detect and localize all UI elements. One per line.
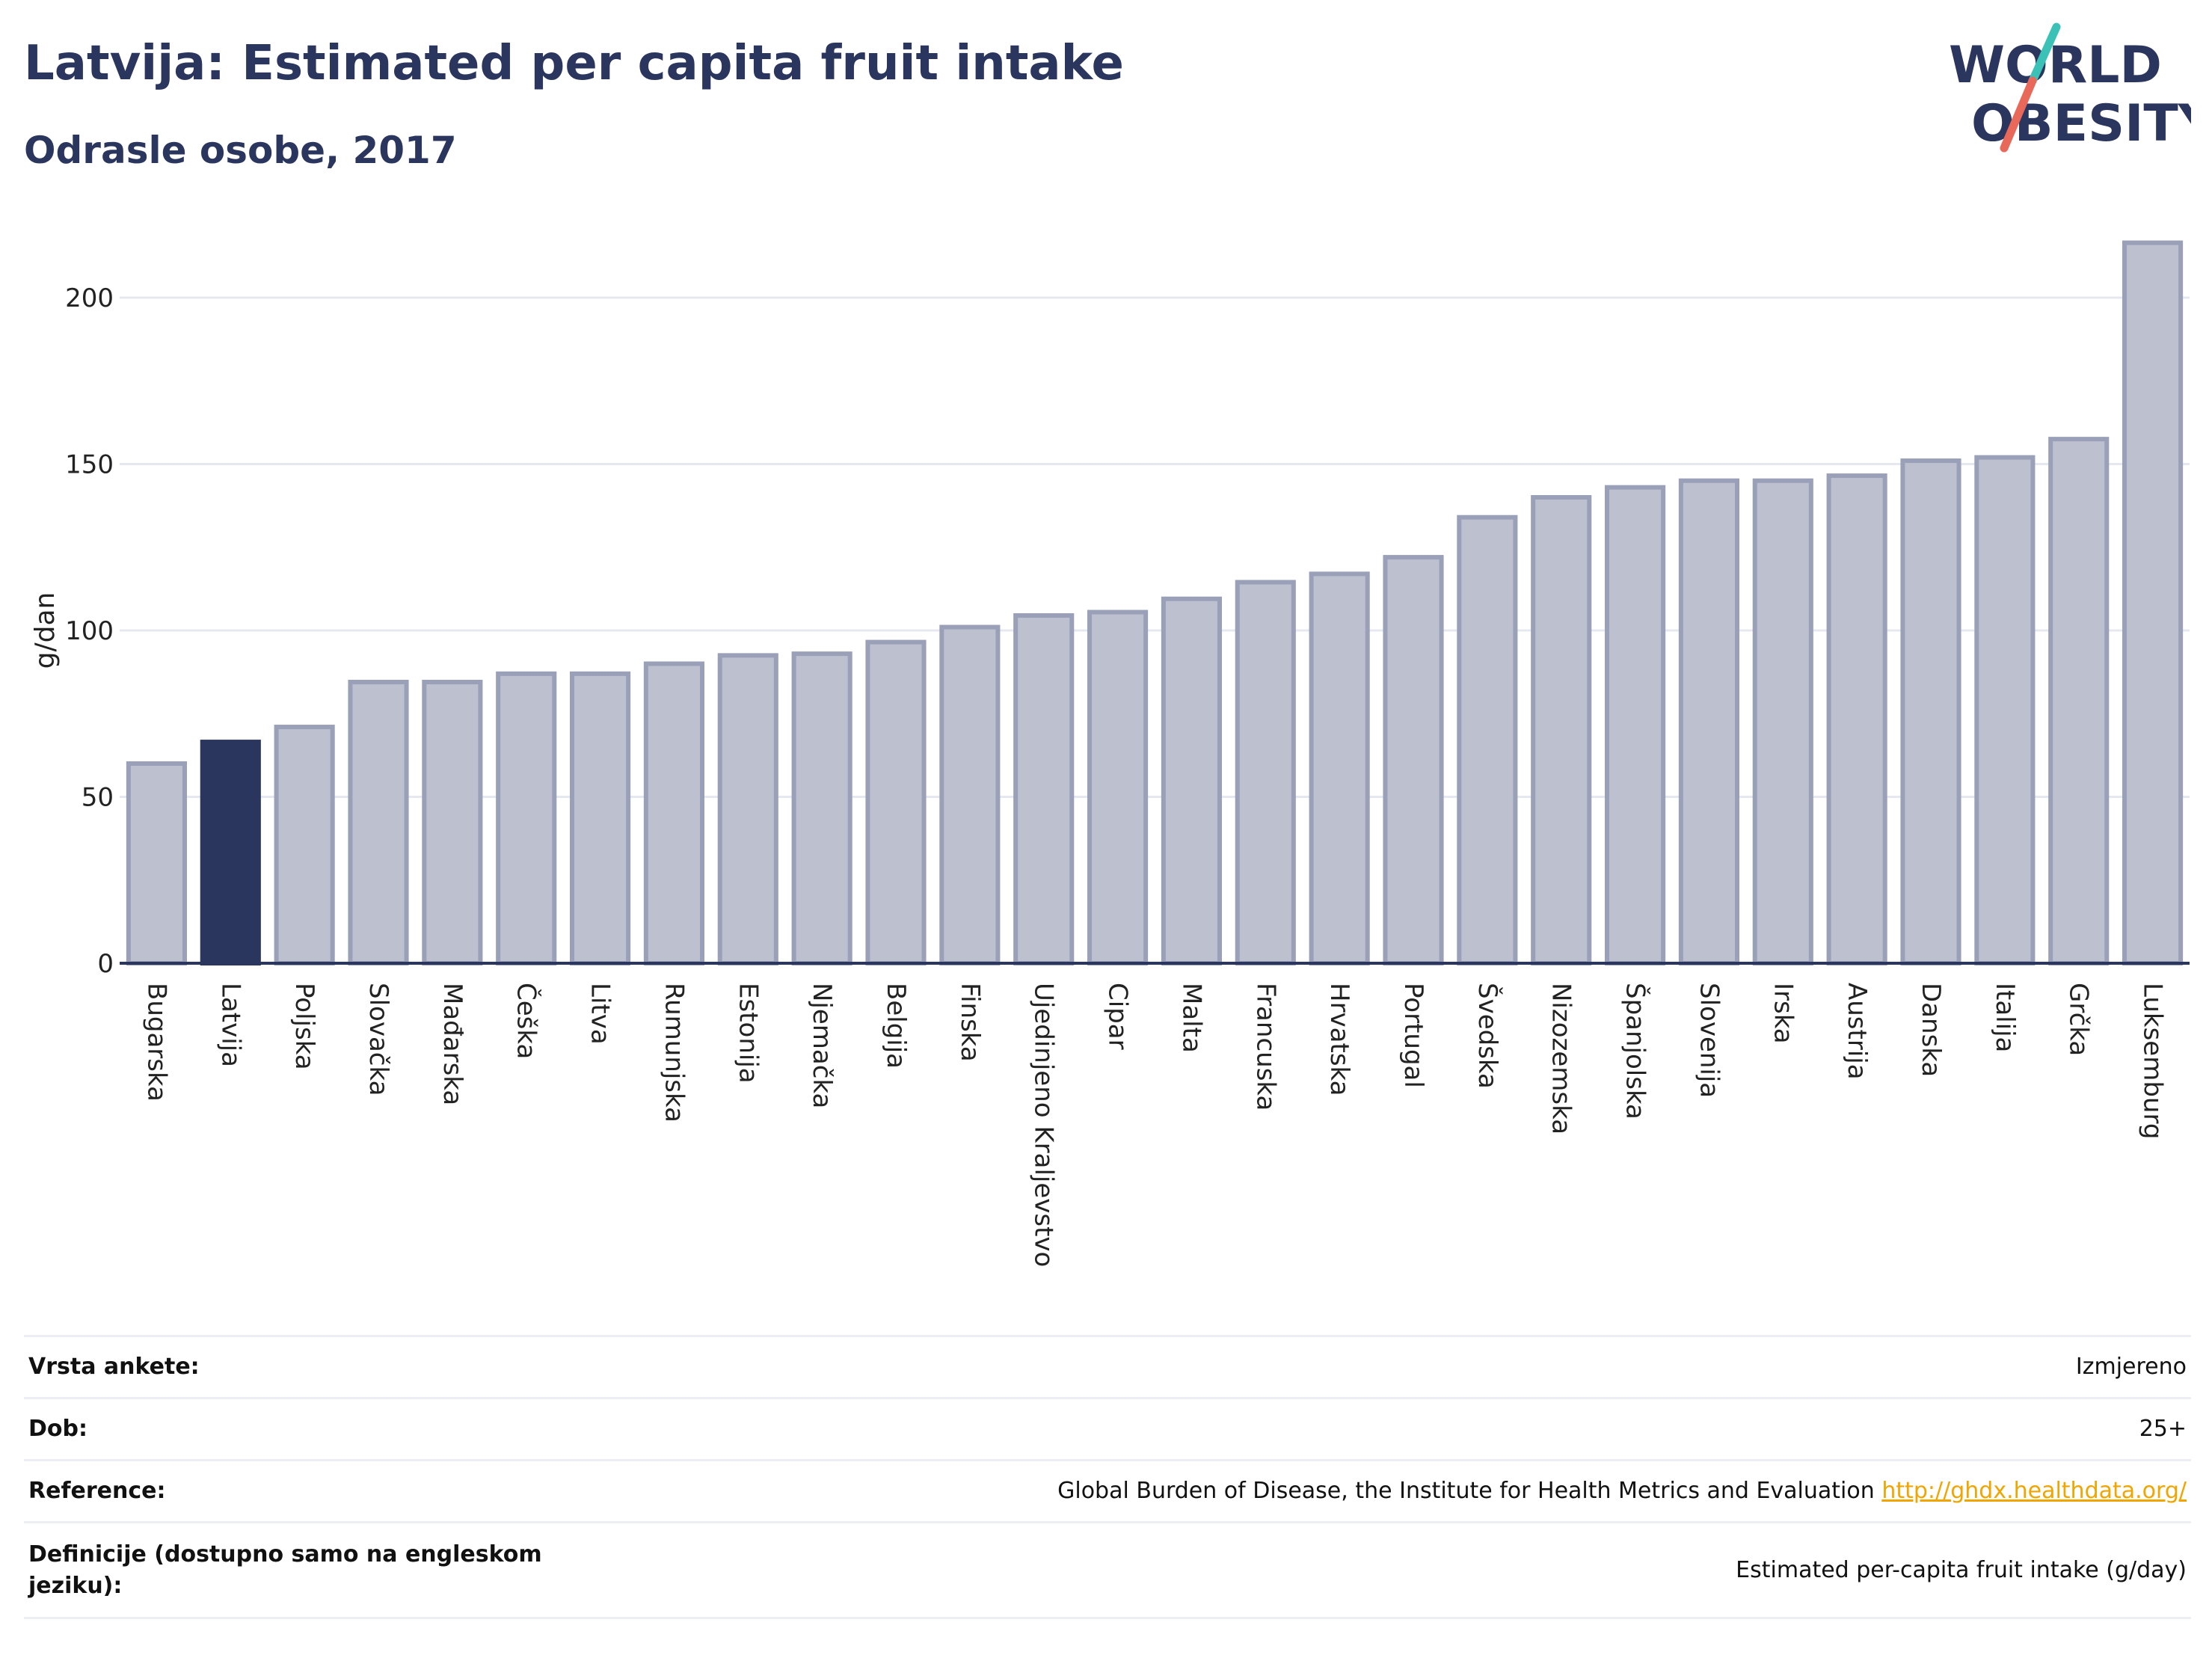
bar-finska (939, 624, 1001, 965)
x-tick-label: Malta (1176, 983, 1206, 1053)
bar-danska (1900, 458, 1961, 965)
x-tick-label: Litva (586, 983, 615, 1045)
world-obesity-logo: WORLD OBESITY (1949, 22, 2191, 153)
info-table: Vrsta ankete: Izmjereno Dob: 25+ Referen… (24, 1335, 2191, 1619)
logo-line1: WORLD (1949, 36, 2162, 95)
x-tick-label: Danska (1916, 983, 1946, 1077)
x-tick-label: Rumunjska (659, 983, 689, 1123)
info-label: Vrsta ankete: (24, 1335, 556, 1398)
bar-cipar (1087, 610, 1149, 966)
y-tick-label: 150 (65, 450, 114, 480)
x-tick-label: Slovenija (1694, 983, 1724, 1098)
info-row-reference: Reference: Global Burden of Disease, the… (24, 1459, 2191, 1523)
reference-text: Global Burden of Disease, the Institute … (1057, 1478, 1875, 1504)
logo-slash-top (2028, 22, 2061, 85)
bar-španjolska (1605, 485, 1666, 965)
x-tick-label: Latvija (215, 983, 245, 1067)
info-value: Estimated per-capita fruit intake (g/day… (556, 1521, 2191, 1619)
bar-ujedinjeno-kraljevstvo (1013, 612, 1075, 965)
chart-subtitle: Odrasle osobe, 2017 (24, 129, 457, 172)
bar-švedska (1457, 515, 1518, 965)
y-tick-label: 100 (65, 616, 114, 646)
x-tick-label: Grčka (2064, 983, 2094, 1056)
info-value: Izmjereno (556, 1335, 2191, 1398)
x-tick-label: Italija (1990, 983, 2020, 1052)
info-label: Definicije (dostupno samo na engleskom j… (24, 1521, 556, 1619)
bar-nizozemska (1531, 495, 1592, 965)
info-label: Dob: (24, 1397, 556, 1461)
bar-rumunjska (643, 661, 704, 965)
y-axis-label: g/dan (30, 592, 61, 669)
info-row-definition: Definicije (dostupno samo na engleskom j… (24, 1521, 2191, 1619)
x-tick-label: Njemačka (807, 983, 837, 1108)
bar-mađarska (422, 679, 483, 965)
reference-link[interactable]: http://ghdx.healthdata.org/ (1881, 1478, 2187, 1504)
bar-slovačka (348, 679, 409, 965)
chart-title: Latvija: Estimated per capita fruit inta… (24, 36, 1124, 91)
bar-bugarska (126, 761, 187, 965)
bar-francuska (1235, 580, 1296, 965)
x-tick-label: Poljska (289, 983, 319, 1070)
x-tick-label: Slovačka (363, 983, 393, 1096)
x-tick-label: Švedska (1472, 983, 1503, 1089)
bar-irska (1752, 478, 1813, 965)
info-row-survey: Vrsta ankete: Izmjereno (24, 1335, 2191, 1398)
x-tick-label: Španjolska (1620, 983, 1651, 1120)
x-tick-label: Nizozemska (1546, 983, 1576, 1134)
x-tick-label: Mađarska (437, 983, 467, 1105)
x-tick-label: Portugal (1398, 983, 1428, 1088)
x-tick-label: Finska (955, 983, 985, 1062)
x-tick-label: Bugarska (141, 983, 171, 1102)
x-tick-label: Ujedinjeno Kraljevstvo (1029, 983, 1059, 1267)
x-tick-label: Austrija (1842, 983, 1872, 1080)
bar-njemačka (791, 651, 852, 966)
bar-portugal (1383, 555, 1444, 965)
x-tick-label: Belgija (881, 983, 911, 1069)
bar-slovenija (1678, 478, 1739, 965)
bar-belgija (865, 639, 927, 965)
bar-češka (496, 671, 557, 965)
x-tick-label: Irska (1768, 983, 1798, 1044)
y-tick-label: 200 (65, 283, 114, 313)
bar-chart: 0 50 100 150 200 g/dan Bugarska Latvija Poljska S… (30, 240, 2190, 1267)
bar-luksemburg (2122, 240, 2184, 965)
info-label: Reference: (24, 1459, 556, 1523)
bar-grčka (2048, 437, 2110, 965)
bar-latvija (200, 740, 261, 965)
bar-litva (570, 671, 631, 965)
info-value: 25+ (556, 1397, 2191, 1461)
logo-slash-bottom (2000, 76, 2037, 153)
bar-hrvatska (1309, 571, 1370, 965)
bar-estonija (717, 653, 778, 965)
bar-malta (1161, 596, 1222, 965)
y-tick-label: 50 (82, 783, 114, 813)
bar-austrija (1826, 473, 1887, 965)
info-value: Global Burden of Disease, the Institute … (556, 1459, 2191, 1523)
x-tick-label: Luksemburg (2138, 983, 2168, 1139)
y-tick-label: 0 (97, 949, 114, 979)
x-tick-label: Hrvatska (1324, 983, 1354, 1096)
bar-italija (1974, 455, 2036, 965)
info-row-age: Dob: 25+ (24, 1397, 2191, 1461)
x-tick-label: Cipar (1103, 983, 1133, 1050)
x-tick-label: Estonija (733, 983, 763, 1084)
x-tick-label: Češka (511, 983, 542, 1059)
bar-poljska (274, 725, 335, 965)
x-tick-label: Francuska (1250, 983, 1280, 1111)
